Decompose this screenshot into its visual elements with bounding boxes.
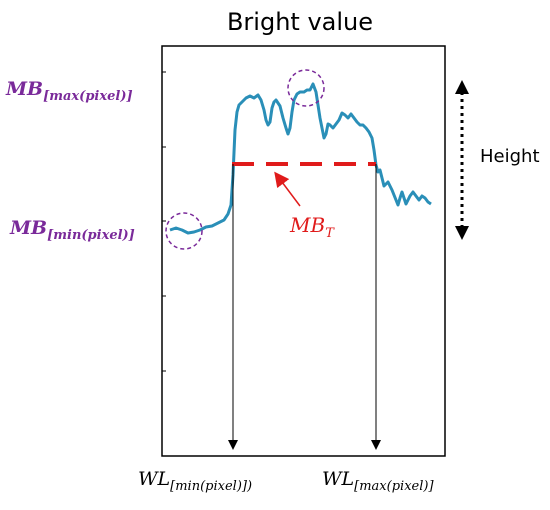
wl-max-main: WL <box>322 468 354 490</box>
mbt-label: MBT <box>289 213 335 241</box>
min-marker-circle <box>165 212 203 250</box>
mb-max-label: MB[max(pixel)] <box>5 78 133 104</box>
wl-min-main: WL <box>138 468 170 490</box>
height-label: Height <box>480 146 540 167</box>
brightness-curve <box>169 82 432 235</box>
threshold-arrow <box>274 171 301 207</box>
mbt-sub: T <box>325 226 335 241</box>
height-arrow-bottom-head <box>455 226 469 240</box>
wl-max-sub: [max(pixel)] <box>354 479 434 494</box>
mb-min-sub: [min(pixel)] <box>47 228 135 243</box>
height-arrow-top-head <box>455 80 469 94</box>
mbt-main: MB <box>289 213 325 237</box>
mb-max-main: MB <box>5 78 43 100</box>
mb-min-label: MB[min(pixel)] <box>9 217 135 243</box>
diagram-title: Bright value <box>227 8 373 36</box>
max-marker-circle <box>287 69 325 107</box>
plot-frame <box>161 45 446 457</box>
wl-max-label: WL[max(pixel)] <box>322 468 434 494</box>
wl-min-sub: [min(pixel)]) <box>170 479 252 494</box>
wl-min-label: WL[min(pixel)]) <box>138 468 252 494</box>
mb-max-sub: [max(pixel)] <box>43 89 133 104</box>
mb-min-main: MB <box>9 217 47 239</box>
axis-ticks <box>162 71 166 372</box>
